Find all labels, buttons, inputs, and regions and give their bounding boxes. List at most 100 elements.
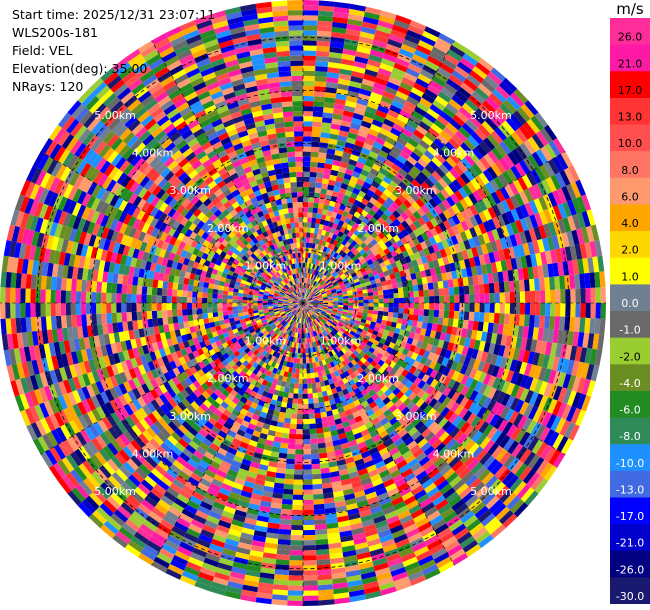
range-gate [303, 303, 307, 307]
range-gate [412, 386, 422, 396]
range-gate [351, 480, 363, 489]
range-gate [303, 348, 306, 354]
range-gate [379, 393, 388, 402]
range-gate [449, 441, 461, 453]
range-gate [332, 376, 338, 384]
range-gate [373, 260, 380, 267]
range-gate [557, 218, 567, 234]
range-gate [446, 196, 456, 207]
range-gate [357, 556, 373, 565]
range-gate [355, 495, 367, 503]
range-gate [434, 371, 443, 382]
range-gate [413, 303, 420, 310]
range-gate [371, 283, 378, 289]
range-gate [393, 533, 408, 544]
range-gate [287, 443, 296, 450]
range-gate [431, 519, 446, 531]
range-gate [292, 499, 303, 505]
range-gate [369, 429, 379, 438]
range-gate [303, 449, 311, 455]
range-gate [379, 276, 386, 283]
range-gate [538, 381, 548, 396]
range-gate [511, 148, 524, 163]
range-gate [388, 193, 398, 202]
range-gate [333, 299, 339, 302]
range-gate [261, 557, 277, 565]
range-gate [364, 277, 371, 283]
range-gate [475, 330, 483, 341]
range-gate [388, 447, 400, 457]
range-gate [356, 420, 365, 428]
range-gate [494, 465, 508, 479]
range-gate [521, 174, 533, 189]
range-gate [417, 226, 426, 235]
range-gate [565, 289, 571, 303]
range-gate [356, 391, 364, 400]
range-gate [405, 67, 420, 78]
range-gate [323, 301, 329, 303]
range-gate [287, 590, 303, 596]
range-gate [486, 399, 497, 412]
range-gate [411, 485, 424, 496]
range-gate [348, 402, 356, 410]
range-gate [378, 15, 396, 25]
range-gate [368, 543, 383, 552]
range-gate [362, 309, 369, 314]
range-gate [432, 243, 440, 253]
range-gate [310, 156, 319, 163]
range-gate [317, 30, 332, 37]
range-gate [309, 258, 313, 264]
range-gate [338, 263, 345, 270]
range-gate [316, 427, 324, 434]
range-gate [303, 293, 306, 299]
range-gate [368, 54, 383, 63]
range-gate [589, 318, 596, 334]
range-gate [439, 295, 445, 303]
range-gate [407, 314, 414, 321]
range-gate [336, 140, 347, 147]
range-gate [370, 256, 378, 263]
range-gate [529, 214, 539, 229]
range-gate [356, 245, 363, 253]
range-gate [395, 322, 402, 330]
range-gate [330, 288, 336, 293]
range-gate [306, 295, 310, 300]
range-gate [362, 381, 370, 389]
range-gate [376, 246, 384, 254]
range-gate [363, 110, 376, 120]
range-gate [314, 356, 319, 363]
range-gate [456, 383, 465, 394]
range-gate [472, 320, 479, 331]
range-gate [416, 277, 423, 285]
range-gate [326, 72, 340, 79]
range-gate [303, 237, 307, 243]
range-gate [312, 305, 318, 307]
range-gate [332, 307, 338, 311]
range-gate [443, 511, 458, 524]
range-gate [330, 36, 345, 44]
range-gate [395, 276, 402, 284]
range-gate [328, 179, 336, 186]
range-gate [379, 469, 391, 479]
range-gate [358, 396, 367, 404]
range-gate [360, 388, 369, 397]
range-gate [498, 313, 505, 325]
range-gate [314, 529, 328, 535]
range-gate [361, 286, 368, 291]
range-gate [338, 432, 347, 440]
range-gate [396, 154, 407, 165]
range-gate [329, 552, 344, 560]
range-gate [352, 325, 359, 331]
range-gate [542, 264, 550, 278]
range-gate [575, 303, 581, 318]
range-gate [527, 136, 541, 152]
range-gate [526, 118, 540, 134]
range-gate [587, 257, 595, 273]
range-gate [282, 493, 293, 500]
range-gate [396, 136, 408, 147]
range-gate [308, 263, 312, 269]
range-gate [329, 262, 335, 268]
range-gate [443, 287, 450, 296]
range-gate [303, 499, 314, 505]
range-gate [334, 449, 344, 457]
